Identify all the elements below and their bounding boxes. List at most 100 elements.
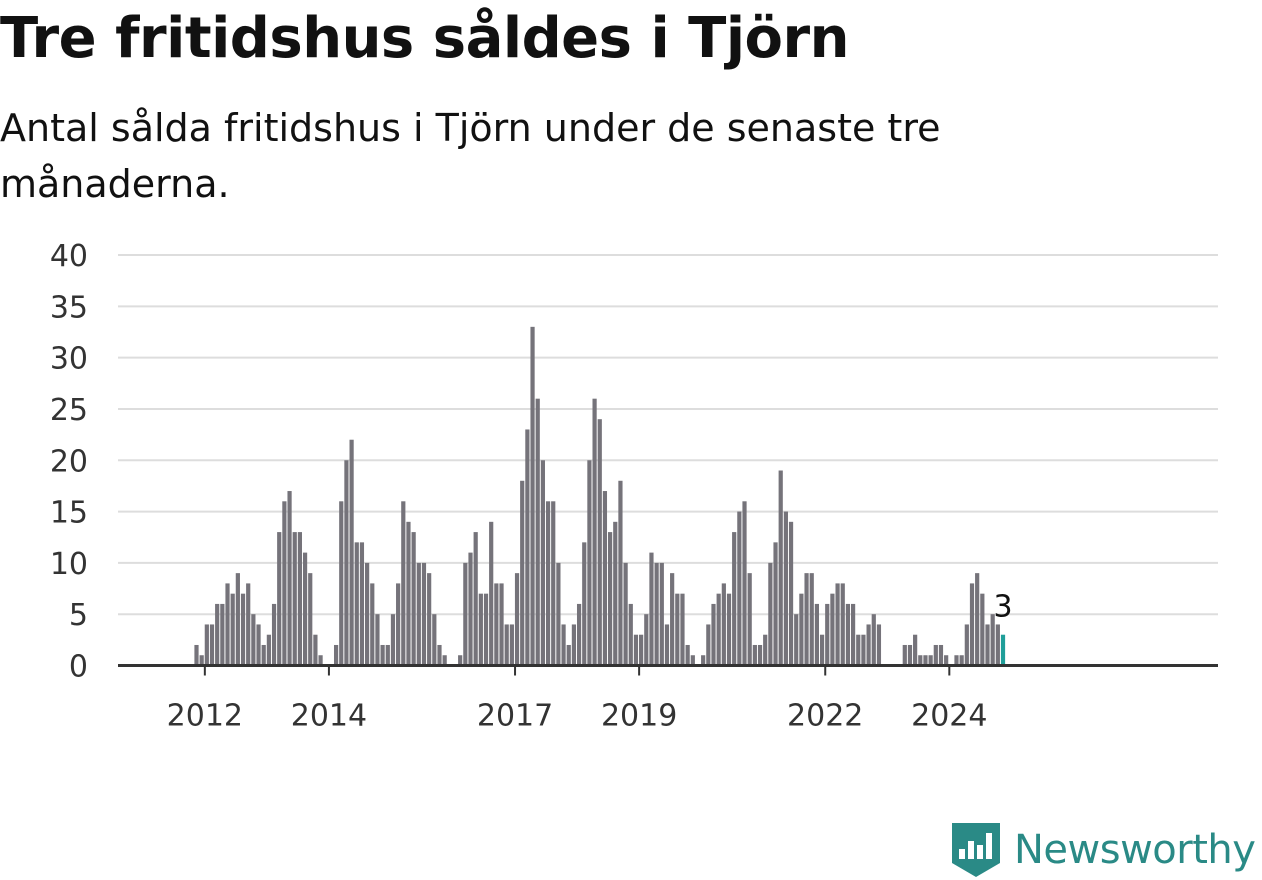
bar (995, 624, 1000, 666)
bar (525, 429, 530, 666)
bar (763, 634, 768, 666)
bar (556, 562, 561, 666)
bar (396, 583, 401, 666)
y-tick-label: 25 (50, 393, 88, 428)
bar (566, 644, 571, 666)
bar (478, 593, 483, 666)
newsworthy-logo-icon (952, 823, 1000, 877)
bar (354, 542, 359, 666)
bar (783, 511, 788, 666)
bar (876, 624, 882, 666)
bar (209, 624, 215, 666)
bar (711, 603, 716, 666)
bar (432, 614, 437, 666)
x-tick-label: 2019 (601, 699, 677, 734)
bar (282, 501, 287, 666)
bar (861, 634, 866, 666)
bar (654, 562, 659, 666)
bar (602, 491, 608, 666)
bar (458, 655, 463, 666)
bar (204, 624, 209, 666)
bar (587, 460, 592, 666)
bar (463, 562, 468, 666)
bar (251, 614, 256, 666)
y-tick-label: 15 (50, 496, 88, 531)
bar (944, 655, 949, 666)
bar (768, 562, 773, 666)
bar (628, 603, 633, 666)
bar (747, 573, 752, 666)
x-tick-label: 2024 (911, 699, 987, 734)
x-tick-label: 2014 (291, 699, 367, 734)
bar (706, 624, 711, 666)
bar (194, 644, 199, 666)
bar (266, 634, 271, 666)
bar (850, 603, 856, 666)
bar (499, 583, 504, 666)
bar (675, 593, 680, 666)
bar (608, 532, 613, 666)
bar (804, 573, 809, 666)
bar (845, 603, 851, 666)
bar (928, 655, 933, 666)
bar (375, 614, 380, 666)
y-tick-label: 10 (50, 547, 88, 582)
bar (938, 644, 944, 666)
bar (613, 521, 618, 666)
bar (835, 583, 840, 666)
bar (690, 655, 695, 666)
y-tick-label: 40 (50, 239, 88, 274)
bar (907, 644, 913, 666)
bar (752, 644, 757, 666)
bar (277, 532, 282, 666)
bar (990, 614, 995, 666)
bar (825, 603, 830, 666)
bar (297, 532, 302, 666)
bar (509, 624, 514, 666)
bar (215, 603, 220, 666)
bar (318, 655, 323, 666)
y-axis-labels: 0 5 10 15 20 25 30 35 40 (50, 239, 88, 685)
bar (918, 655, 923, 666)
bar (437, 644, 442, 666)
bar (246, 583, 251, 666)
bar (732, 532, 737, 666)
bar (571, 624, 577, 666)
bar (757, 644, 763, 666)
bar (411, 532, 416, 666)
bar (483, 593, 489, 666)
bar (494, 583, 499, 666)
bar (421, 562, 427, 666)
bar (954, 655, 959, 666)
x-tick-label: 2012 (167, 699, 243, 734)
bar (685, 644, 690, 666)
bar (871, 614, 876, 666)
bar (271, 603, 277, 666)
latest-value-label: 3 (993, 590, 1012, 625)
bar (794, 614, 799, 666)
bar (540, 460, 545, 666)
bar (902, 644, 907, 666)
bar (633, 634, 639, 666)
bar (913, 634, 918, 666)
bar (287, 491, 292, 666)
bar (514, 573, 520, 666)
bar (535, 398, 540, 666)
bar (365, 562, 370, 666)
bar (313, 634, 318, 666)
bar (256, 624, 261, 666)
x-axis-ticks: 2012 2014 2017 2019 2022 2024 (167, 665, 987, 734)
bar (716, 593, 721, 666)
bar (230, 593, 235, 666)
y-tick-label: 0 (69, 650, 88, 685)
bar (923, 655, 928, 666)
bar (985, 624, 990, 666)
bar (814, 603, 819, 666)
newsworthy-logo: Newsworthy (950, 820, 1256, 880)
bar (644, 614, 649, 666)
x-tick-label: 2017 (477, 699, 553, 734)
bar (401, 501, 406, 666)
bar (308, 573, 313, 666)
bar (969, 583, 975, 666)
bars (194, 326, 1006, 666)
